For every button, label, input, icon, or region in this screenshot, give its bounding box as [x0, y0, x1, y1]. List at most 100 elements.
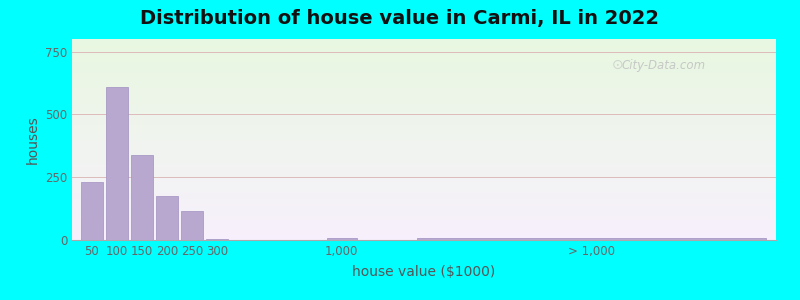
Bar — [72, 116, 776, 117]
Text: ⊙: ⊙ — [612, 58, 623, 72]
Bar — [72, 145, 776, 146]
Bar — [72, 195, 776, 196]
Bar — [72, 174, 776, 175]
Bar — [72, 142, 776, 143]
Bar — [72, 73, 776, 74]
Bar — [72, 164, 776, 165]
Bar — [72, 146, 776, 148]
Bar — [72, 126, 776, 128]
Bar — [131, 154, 153, 240]
Bar — [72, 133, 776, 134]
Bar — [72, 55, 776, 56]
Bar — [72, 137, 776, 139]
Bar — [72, 192, 776, 193]
Bar — [72, 223, 776, 224]
Bar — [72, 42, 776, 43]
Bar — [72, 57, 776, 58]
Bar — [72, 184, 776, 185]
Bar — [72, 129, 776, 130]
Bar — [72, 89, 776, 90]
Bar — [72, 203, 776, 204]
Bar — [72, 117, 776, 119]
Bar — [72, 112, 776, 113]
Bar — [72, 109, 776, 110]
Bar — [72, 118, 776, 119]
Y-axis label: houses: houses — [26, 115, 39, 164]
Bar — [72, 204, 776, 205]
Bar — [72, 211, 776, 212]
Bar — [72, 56, 776, 57]
Bar — [72, 198, 776, 199]
Bar — [72, 107, 776, 108]
Bar — [72, 169, 776, 171]
Bar — [72, 123, 776, 124]
Bar — [72, 43, 776, 44]
Bar — [72, 217, 776, 218]
Bar — [72, 97, 776, 98]
Bar — [72, 114, 776, 116]
Bar — [72, 62, 776, 63]
Bar — [72, 166, 776, 167]
Bar — [72, 169, 776, 170]
Bar — [72, 157, 776, 158]
Bar — [72, 213, 776, 214]
Bar — [72, 227, 776, 228]
Bar — [72, 139, 776, 140]
Bar — [72, 172, 776, 173]
Bar — [72, 183, 776, 184]
X-axis label: house value ($1000): house value ($1000) — [352, 265, 496, 279]
Bar — [72, 72, 776, 73]
Bar — [72, 180, 776, 181]
Bar — [72, 58, 776, 59]
Bar — [72, 93, 776, 94]
Bar — [72, 44, 776, 45]
Bar — [72, 64, 776, 65]
Bar — [72, 77, 776, 78]
Bar — [72, 102, 776, 103]
Bar — [72, 205, 776, 206]
Bar — [72, 90, 776, 91]
Bar — [72, 168, 776, 169]
Bar — [72, 99, 776, 100]
Bar — [72, 100, 776, 101]
Bar — [72, 176, 776, 177]
Bar — [72, 85, 776, 86]
Bar — [72, 206, 776, 207]
Bar — [72, 191, 776, 192]
Bar — [72, 98, 776, 99]
Bar — [72, 215, 776, 216]
Bar — [72, 74, 776, 75]
Bar — [72, 59, 776, 60]
Bar — [72, 218, 776, 219]
Bar — [72, 149, 776, 151]
Bar — [156, 196, 178, 240]
Bar — [72, 80, 776, 81]
Bar — [72, 134, 776, 136]
Bar — [72, 101, 776, 102]
Bar — [72, 88, 776, 89]
Bar — [72, 67, 776, 68]
Bar — [72, 234, 776, 235]
Bar — [72, 177, 776, 178]
Bar — [72, 68, 776, 69]
Bar — [72, 210, 776, 211]
Bar — [72, 236, 776, 237]
Bar — [72, 104, 776, 105]
Bar — [72, 111, 776, 112]
Bar — [326, 238, 357, 240]
Bar — [72, 238, 776, 239]
Bar — [72, 228, 776, 229]
Bar — [72, 51, 776, 52]
Bar — [72, 71, 776, 72]
Bar — [72, 50, 776, 51]
Bar — [72, 83, 776, 84]
Bar — [72, 230, 776, 231]
Bar — [72, 187, 776, 188]
Bar — [72, 222, 776, 223]
Bar — [72, 125, 776, 126]
Bar — [72, 103, 776, 104]
Bar — [206, 239, 228, 240]
Bar — [72, 232, 776, 233]
Bar — [72, 60, 776, 61]
Bar — [72, 106, 776, 107]
